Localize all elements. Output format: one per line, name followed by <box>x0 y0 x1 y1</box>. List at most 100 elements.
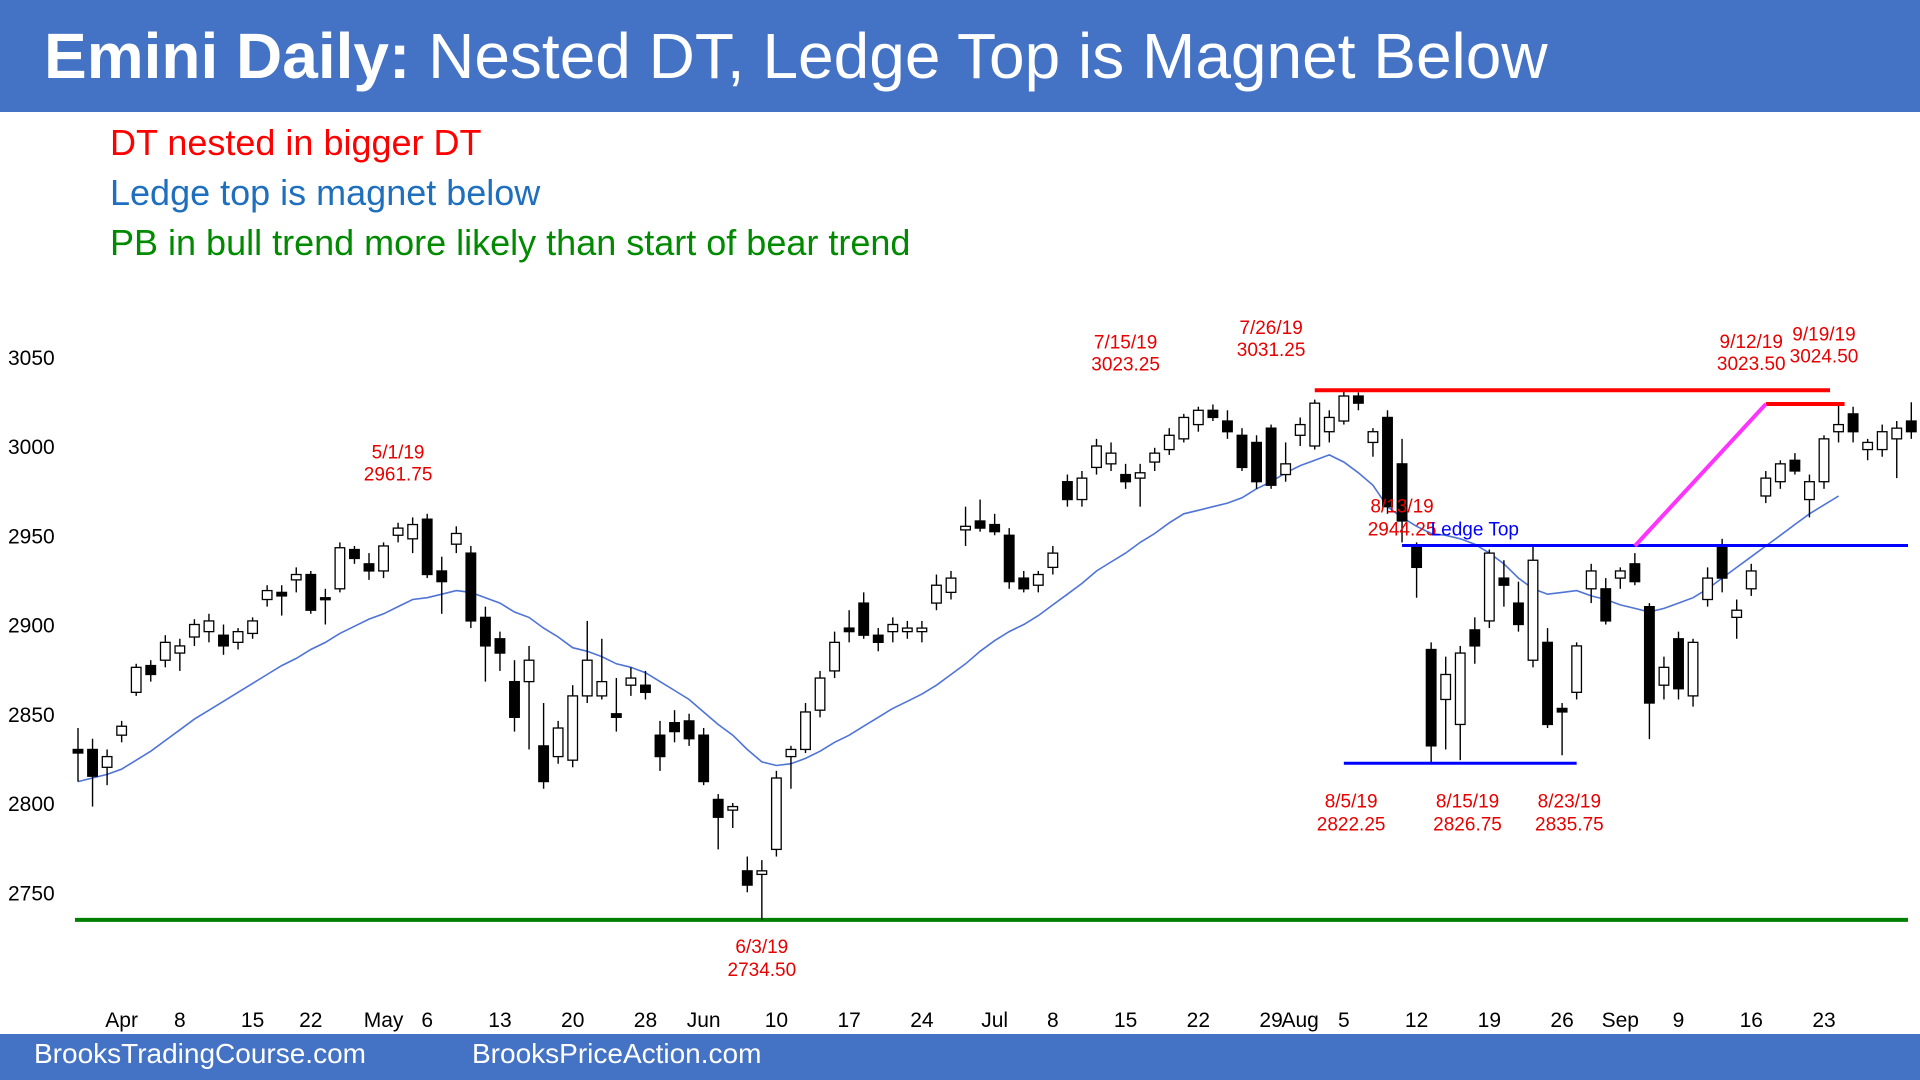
candle-body <box>479 616 491 647</box>
candle-body <box>727 805 739 811</box>
x-tick-label: 26 <box>1550 1009 1573 1032</box>
footer-right-link[interactable]: BrooksPriceAction.com <box>472 1038 762 1069</box>
x-tick-label: 28 <box>634 1009 657 1032</box>
candle-body <box>800 711 811 751</box>
candle-body <box>1018 577 1030 590</box>
candle-body <box>1061 481 1073 501</box>
candle-body <box>887 623 899 633</box>
candle-body <box>407 523 419 540</box>
candle-body <box>290 573 302 581</box>
candle-body <box>610 713 622 718</box>
y-tick-label: 3000 <box>8 436 55 459</box>
footer-left-link[interactable]: BrooksTradingCourse.com <box>34 1038 366 1069</box>
candle-body <box>218 634 229 647</box>
x-tick-label: 22 <box>1187 1009 1210 1032</box>
x-tick-label: 8 <box>1047 1009 1059 1032</box>
candle-body <box>276 591 288 597</box>
ema-line <box>77 454 1840 783</box>
annotation-date: 8/13/19 <box>1370 497 1433 518</box>
candle-body <box>538 745 550 783</box>
candle-body <box>1323 416 1335 433</box>
x-tick-label: 6 <box>421 1009 433 1032</box>
candle-body <box>1513 602 1524 626</box>
candle-body <box>1149 452 1161 463</box>
annotation-date: 8/15/19 <box>1436 791 1499 812</box>
x-tick-label: 13 <box>488 1009 511 1032</box>
candle-body <box>989 523 1001 533</box>
candle-body <box>654 734 666 758</box>
candle-body <box>421 518 433 576</box>
candle-body <box>916 627 928 633</box>
candle-body <box>378 545 390 572</box>
x-tick-label: 23 <box>1812 1009 1835 1032</box>
note-ledge: Ledge top is magnet below <box>110 172 541 213</box>
candle-body <box>1207 409 1219 419</box>
candle-body <box>305 573 317 611</box>
candle-body <box>101 755 113 768</box>
candle-body <box>1862 441 1874 451</box>
candle-body <box>1643 606 1655 704</box>
candle-body <box>1847 413 1859 433</box>
candle-body <box>1396 463 1408 522</box>
x-tick-label: 29 <box>1259 1009 1282 1032</box>
annotation-value: 2734.50 <box>728 960 797 981</box>
candle-body <box>465 552 477 622</box>
annotation-value: 3023.50 <box>1717 354 1786 375</box>
candle-body <box>392 527 404 536</box>
y-tick-label: 2750 <box>8 882 55 905</box>
header-bar: Emini Daily: Nested DT, Ledge Top is Mag… <box>0 0 1920 112</box>
annotation-value: 2822.25 <box>1317 814 1386 835</box>
candle-body <box>683 720 695 740</box>
candle-body <box>625 677 637 686</box>
candle-body <box>232 630 244 644</box>
candle-body <box>87 748 99 777</box>
candle-body <box>509 680 520 718</box>
y-tick-label: 2900 <box>8 615 55 638</box>
candle-body <box>1003 534 1015 583</box>
candle-body <box>348 548 360 560</box>
x-tick-label: 12 <box>1405 1009 1428 1032</box>
candle-body <box>130 666 142 693</box>
candle-body <box>1789 459 1801 472</box>
price-chart: 2750 2800 2850 2900 2950 3000 3050 Apr 8 15 22 May 6… <box>8 318 1917 1032</box>
candle-body <box>450 532 462 545</box>
candle-body <box>1352 395 1364 404</box>
candle-body <box>1833 423 1845 433</box>
x-tick-label: Aug <box>1282 1009 1319 1032</box>
candle-body <box>901 627 913 633</box>
candle-body <box>1571 645 1583 693</box>
title-bold: Emini Daily: <box>44 20 411 92</box>
candle-body <box>974 520 986 529</box>
candle-body <box>1527 559 1539 661</box>
candle-body <box>1745 570 1757 590</box>
candle-body <box>1658 666 1670 686</box>
candle-body <box>1192 409 1204 426</box>
candle-body <box>523 659 535 683</box>
x-tick-label: 15 <box>1114 1009 1137 1032</box>
candle-body <box>1105 452 1117 465</box>
candle-body <box>1716 545 1728 579</box>
candle-body <box>1280 463 1292 476</box>
candle-body <box>843 627 855 633</box>
annotation-value: 3024.50 <box>1790 346 1859 367</box>
x-tick-label: 19 <box>1478 1009 1501 1032</box>
candle-body <box>770 777 782 851</box>
x-tick-label: 8 <box>174 1009 186 1032</box>
x-tick-label: 16 <box>1740 1009 1763 1032</box>
annotation-value: 2826.75 <box>1433 814 1502 835</box>
candle-body <box>494 638 506 654</box>
annotation-date: 7/26/19 <box>1239 318 1302 339</box>
candle-body <box>756 870 768 876</box>
candle-body <box>1076 477 1088 501</box>
candle-body <box>1498 577 1510 586</box>
candle-body <box>159 641 171 661</box>
annotation-date: 7/15/19 <box>1094 332 1157 353</box>
candle-body <box>552 727 564 758</box>
x-tick-label: 9 <box>1673 1009 1685 1032</box>
candle-body <box>596 680 608 697</box>
candle-body <box>174 645 186 654</box>
candle-body <box>640 684 651 693</box>
candle-body <box>872 634 884 644</box>
candle-body <box>1673 638 1684 690</box>
candle-body <box>858 602 870 636</box>
